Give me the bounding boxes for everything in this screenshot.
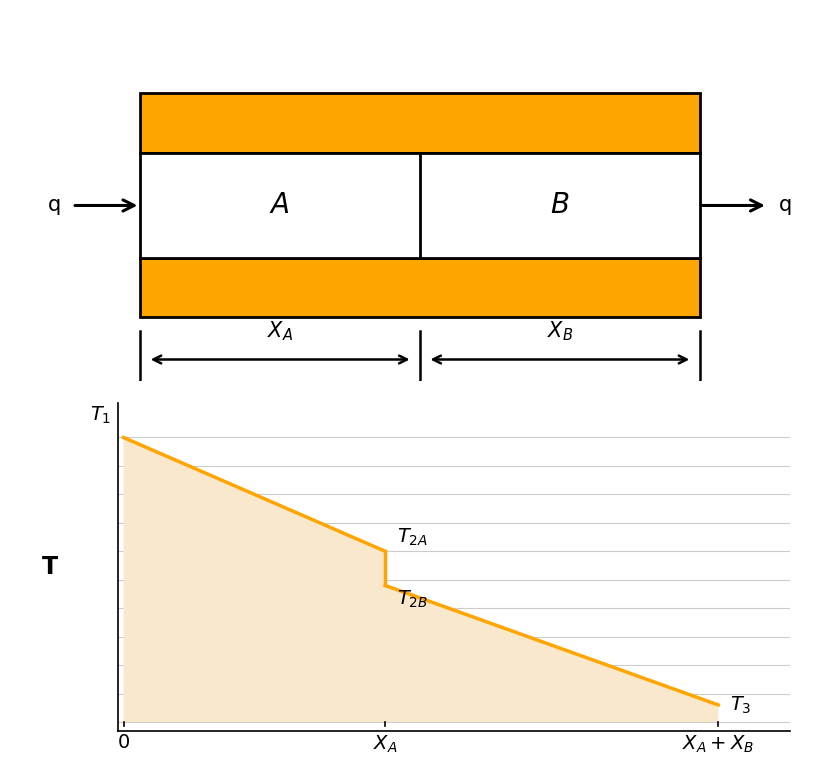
Text: $T_{2A}$: $T_{2A}$ xyxy=(397,527,428,549)
Text: $X_A$: $X_A$ xyxy=(373,734,397,755)
Text: q: q xyxy=(48,196,61,215)
Text: q: q xyxy=(780,196,792,215)
Text: $T_3$: $T_3$ xyxy=(730,694,752,715)
Text: B: B xyxy=(550,192,570,219)
Text: T: T xyxy=(42,555,59,579)
Text: A: A xyxy=(270,192,290,219)
Text: $T_{2B}$: $T_{2B}$ xyxy=(397,588,428,610)
Bar xyxy=(140,153,700,258)
Text: $X_A+X_B$: $X_A+X_B$ xyxy=(682,734,754,755)
Text: 0: 0 xyxy=(118,734,129,753)
Polygon shape xyxy=(123,438,718,722)
Text: $T_1$: $T_1$ xyxy=(91,405,112,426)
Text: $X_B$: $X_B$ xyxy=(547,320,573,343)
Text: $X_A$: $X_A$ xyxy=(267,320,293,343)
Bar xyxy=(140,258,700,317)
Bar xyxy=(140,94,700,153)
